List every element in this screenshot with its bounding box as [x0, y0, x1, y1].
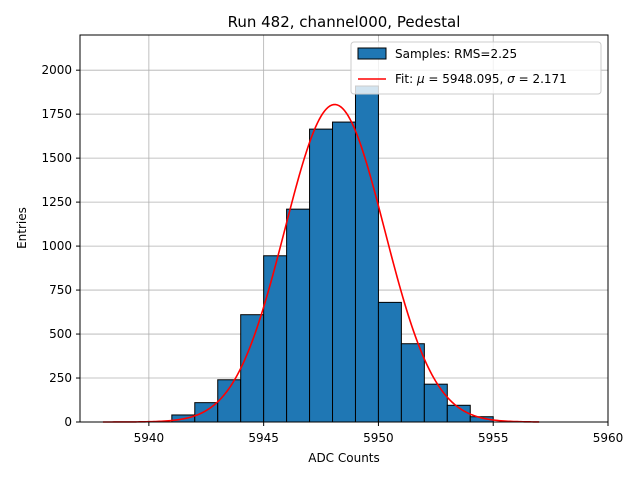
x-tick-label: 5940 — [134, 431, 165, 445]
legend-fit-sigma-value: = 2.171 — [515, 72, 567, 86]
y-tick-label: 750 — [49, 283, 72, 297]
y-tick-label: 1000 — [41, 239, 72, 253]
histogram-bar — [423, 383, 448, 423]
histogram-bar — [377, 301, 402, 423]
legend-swatch-samples — [357, 47, 387, 60]
x-tick-label: 5945 — [248, 431, 279, 445]
y-tick-label: 1250 — [41, 195, 72, 209]
x-tick-label: 5950 — [363, 431, 394, 445]
x-tick-label: 5960 — [593, 431, 624, 445]
y-axis: 0 250 500 750 1000 1250 1500 1750 2000 — [41, 63, 80, 429]
y-tick-label: 500 — [49, 327, 72, 341]
histogram-bar — [240, 314, 265, 423]
histogram-bar — [263, 255, 288, 423]
legend-fit-mu-symbol: μ — [416, 72, 425, 86]
histogram-bar — [309, 128, 334, 423]
histogram-bar — [332, 121, 356, 423]
x-tick-label: 5955 — [478, 431, 509, 445]
legend-label-fit: Fit: μ = 5948.095, σ = 2.171 — [395, 72, 567, 86]
y-axis-label: Entries — [15, 207, 29, 249]
chart-title: Run 482, channel000, Pedestal — [228, 13, 461, 31]
y-tick-label: 1500 — [41, 151, 72, 165]
histogram-bar — [286, 208, 311, 423]
gaussian-fit-curve — [102, 103, 540, 423]
y-tick-label: 250 — [49, 371, 72, 385]
histogram-bars — [171, 85, 494, 423]
legend-fit-mu-value: = 5948.095, — [425, 72, 508, 86]
legend-label-samples: Samples: RMS=2.25 — [395, 47, 517, 61]
legend-fit-prefix: Fit: — [395, 72, 417, 86]
y-tick-label: 2000 — [41, 63, 72, 77]
y-tick-label: 0 — [64, 415, 72, 429]
y-tick-label: 1750 — [41, 107, 72, 121]
histogram-bar — [217, 379, 242, 423]
x-axis: 5940 5945 5950 5955 5960 — [134, 422, 624, 445]
x-axis-label: ADC Counts — [308, 451, 380, 465]
histogram-bar — [400, 343, 425, 423]
legend-box — [350, 41, 602, 95]
histogram-bar — [354, 85, 379, 423]
plot-frame — [79, 34, 609, 423]
legend: Samples: RMS=2.25 Fit: μ = 5948.095, σ =… — [350, 41, 602, 95]
legend-fit-sigma-symbol: σ — [507, 72, 515, 86]
